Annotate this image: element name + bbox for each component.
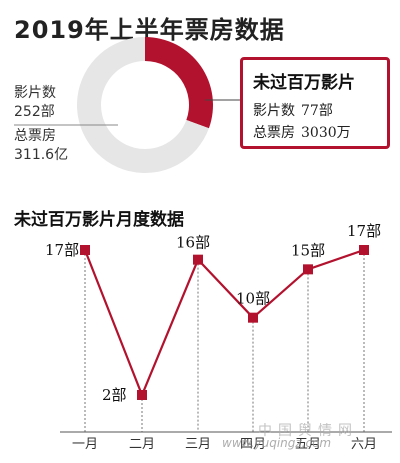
data-point <box>303 264 313 275</box>
series-line <box>83 248 365 398</box>
boxoffice-value: 311.6亿 <box>14 147 69 163</box>
callout-boxoffice-label: 总票房 <box>253 125 295 141</box>
data-label: 16部 <box>176 234 210 252</box>
x-tick-label: 六月 <box>351 437 377 452</box>
data-point <box>193 254 203 265</box>
donut-chart <box>14 37 240 173</box>
callout-films-value: 77部 <box>301 103 333 119</box>
chart-title: 未过百万影片月度数据 <box>14 210 184 230</box>
callout-films-row: 影片数 77部 <box>253 100 333 120</box>
callout-boxoffice-row: 总票房 3030万 <box>253 122 351 142</box>
boxoffice-label: 总票房 <box>14 128 56 144</box>
film-count-label: 影片数 <box>14 85 56 101</box>
callout-films-label: 影片数 <box>253 103 295 119</box>
donut-slice-highlight <box>145 37 213 129</box>
x-tick-label: 四月 <box>240 437 266 452</box>
data-point <box>137 390 147 400</box>
donut-slice-rest <box>76 37 209 173</box>
x-tick-label: 一月 <box>72 437 98 452</box>
data-label: 10部 <box>236 290 270 308</box>
data-point <box>248 312 258 323</box>
data-label: 2部 <box>102 386 127 404</box>
callout-boxoffice-value: 3030万 <box>301 125 351 141</box>
callout-box: 未过百万影片 影片数 77部 总票房 3030万 <box>240 57 390 149</box>
film-count-value: 252部 <box>14 104 55 120</box>
data-label: 17部 <box>45 241 79 259</box>
x-tick-label: 五月 <box>295 437 321 452</box>
x-tick-label: 二月 <box>129 437 155 452</box>
watermark-cn: 中国舆情网 <box>258 423 358 439</box>
data-point <box>80 245 90 255</box>
watermark-url: www.yuqingz.com <box>222 436 332 450</box>
x-tick-label: 三月 <box>185 437 211 452</box>
callout-title: 未过百万影片 <box>253 73 355 93</box>
data-label: 17部 <box>347 222 381 240</box>
data-label: 15部 <box>291 241 325 259</box>
data-point <box>359 245 369 255</box>
